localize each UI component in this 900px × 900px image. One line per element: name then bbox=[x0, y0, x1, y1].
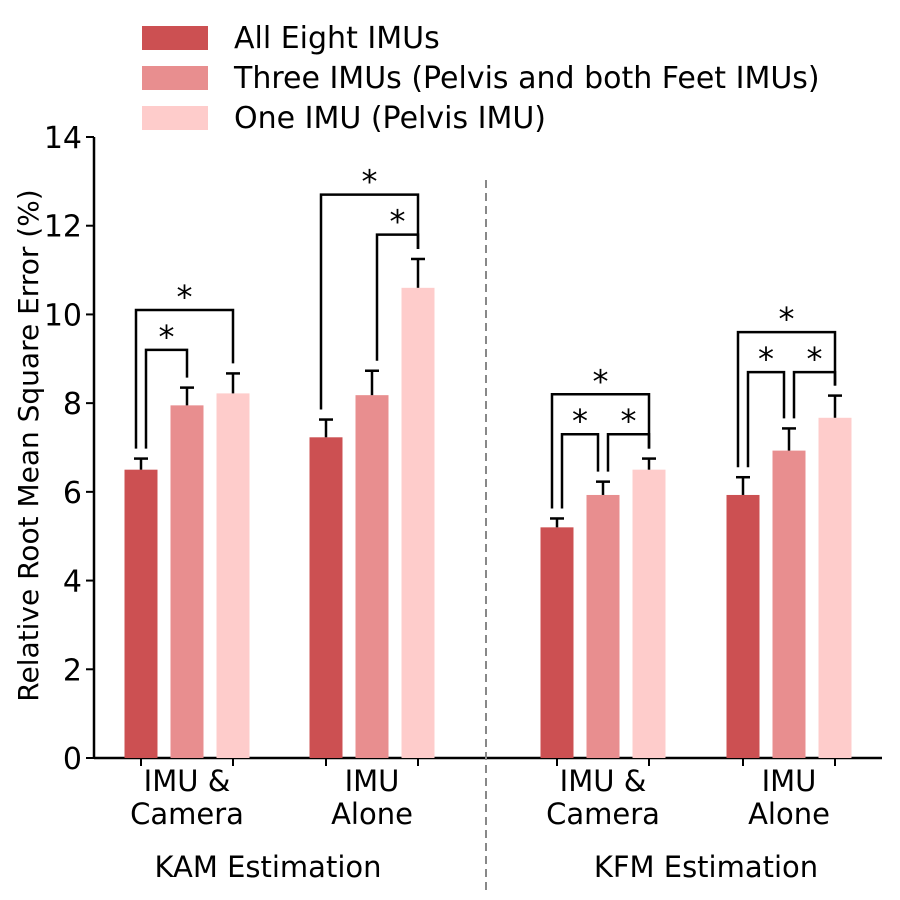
bar bbox=[355, 395, 389, 758]
bar bbox=[124, 469, 158, 758]
section-label: KAM Estimation bbox=[154, 850, 381, 884]
significance-mark: * bbox=[159, 318, 175, 356]
y-tick-label: 8 bbox=[63, 387, 82, 422]
legend-swatch bbox=[142, 26, 208, 50]
x-tick-label: IMU & bbox=[144, 764, 231, 798]
significance-bracket bbox=[144, 348, 189, 449]
y-tick-label: 10 bbox=[44, 298, 82, 333]
legend-label: One IMU (Pelvis IMU) bbox=[234, 101, 546, 136]
y-tick-label: 4 bbox=[63, 565, 82, 600]
legend-swatch bbox=[142, 106, 208, 130]
significance-bracket bbox=[134, 308, 235, 449]
bar bbox=[632, 469, 666, 758]
y-tick-label: 0 bbox=[63, 742, 82, 777]
legend-label: Three IMUs (Pelvis and both Feet IMUs) bbox=[233, 61, 820, 96]
significance-mark: * bbox=[758, 340, 774, 378]
axes: 0 2 4 6 8 10 12 14 Relative Root Mean Square Err… bbox=[12, 121, 882, 890]
bar bbox=[309, 437, 343, 758]
significance-bracket bbox=[736, 330, 837, 468]
legend-label: All Eight IMUs bbox=[234, 21, 440, 56]
significance-mark: * bbox=[779, 300, 795, 338]
significance-bracket bbox=[560, 432, 600, 509]
significance-mark: * bbox=[390, 203, 406, 241]
bar bbox=[818, 417, 852, 758]
x-tick-label: IMU bbox=[762, 764, 817, 798]
x-tick-label: Camera bbox=[130, 797, 244, 831]
significance-mark: * bbox=[177, 278, 193, 316]
significance-bracket bbox=[550, 393, 651, 509]
x-tick-label: IMU bbox=[345, 764, 400, 798]
y-tick-label: 12 bbox=[44, 210, 82, 245]
section-label: KFM Estimation bbox=[594, 850, 818, 884]
significance-mark: * bbox=[572, 402, 588, 440]
x-tick-label: Alone bbox=[331, 797, 413, 831]
bar bbox=[170, 405, 204, 758]
bar bbox=[540, 527, 574, 758]
significance-mark: * bbox=[362, 163, 378, 201]
significance-brackets: ***** *** ** bbox=[134, 163, 837, 509]
bar bbox=[726, 494, 760, 758]
y-tick-label: 6 bbox=[63, 476, 82, 511]
y-axis-label: Relative Root Mean Square Error (%) bbox=[12, 189, 45, 701]
significance-bracket bbox=[319, 193, 420, 410]
legend: All Eight IMUs Three IMUs (Pelvis and bot… bbox=[142, 21, 820, 136]
significance-mark: * bbox=[621, 402, 637, 440]
bar bbox=[772, 450, 806, 758]
y-tick-label: 14 bbox=[44, 121, 82, 156]
significance-mark: * bbox=[807, 340, 823, 378]
significance-mark: * bbox=[593, 362, 609, 400]
bar bbox=[586, 494, 620, 758]
x-tick-label: IMU & bbox=[560, 764, 647, 798]
bar bbox=[401, 287, 435, 758]
x-tick-label: Alone bbox=[748, 797, 830, 831]
y-tick-label: 2 bbox=[63, 653, 82, 688]
x-tick-label: Camera bbox=[546, 797, 660, 831]
bar bbox=[216, 393, 250, 758]
significance-bracket bbox=[746, 370, 786, 468]
bars bbox=[124, 257, 852, 758]
legend-swatch bbox=[142, 66, 208, 90]
